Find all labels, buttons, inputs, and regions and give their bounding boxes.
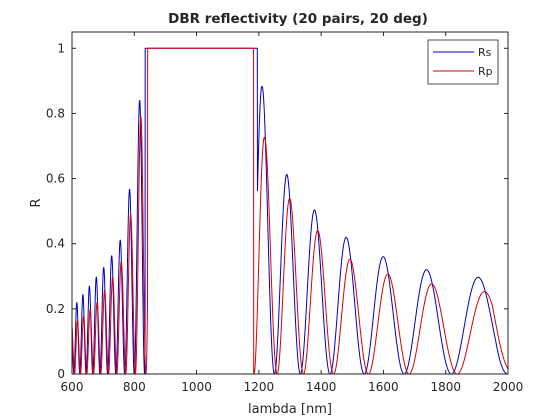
x-tick-label: 1000 (181, 380, 212, 394)
x-axis-label: lambda [nm] (248, 402, 332, 417)
x-tick-label: 800 (123, 380, 146, 394)
legend-label-rp: Rp (478, 65, 493, 78)
y-tick-label: 1 (57, 41, 65, 55)
y-tick-label: 0 (57, 367, 65, 381)
chart-title: DBR reflectivity (20 pairs, 20 deg) (168, 11, 428, 27)
y-tick-label: 0.6 (46, 172, 65, 186)
x-tick-label: 1600 (368, 380, 399, 394)
legend-box (427, 39, 499, 85)
plot-frame (71, 31, 509, 375)
x-tick-label: 1200 (244, 380, 275, 394)
x-tick-label: 2000 (493, 380, 524, 394)
y-axis-label: R (29, 198, 44, 207)
legend: Rs Rp (427, 39, 499, 85)
axis-ticks: 600 800 1000 1200 1400 1600 1800 2000 0 0.2 0.4 0.6… (46, 32, 523, 394)
y-tick-label: 0.4 (46, 237, 65, 251)
x-tick-label: 600 (61, 380, 84, 394)
y-tick-label: 0.2 (46, 302, 65, 316)
x-tick-label: 1800 (430, 380, 461, 394)
x-tick-label: 1400 (306, 380, 337, 394)
y-tick-label: 0.8 (46, 106, 65, 120)
legend-label-rs: Rs (478, 46, 492, 59)
series-line-rp (71, 47, 509, 375)
